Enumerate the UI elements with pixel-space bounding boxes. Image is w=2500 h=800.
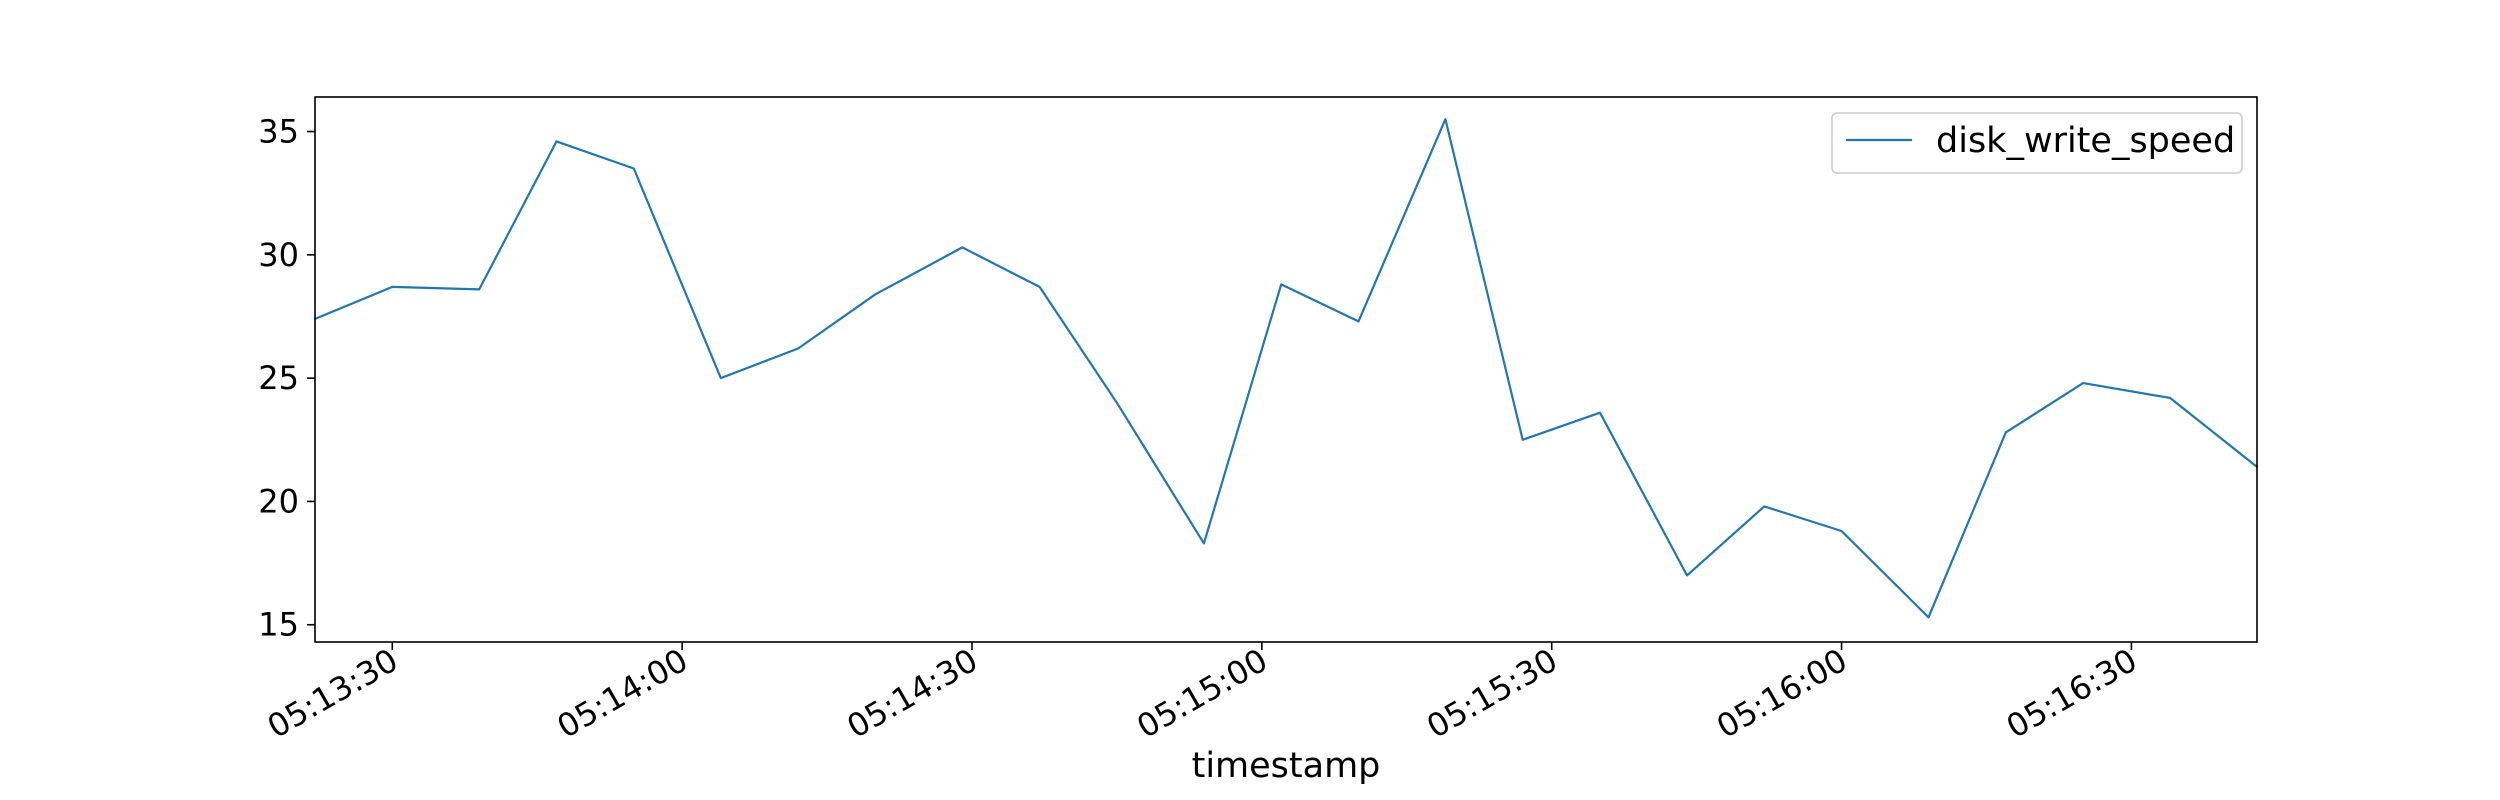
series-line-0: [313, 118, 2259, 619]
y-tick-label: 35: [258, 113, 299, 151]
x-axis-title: timestamp: [1192, 746, 1381, 786]
y-tick-label: 15: [258, 606, 299, 644]
y-tick-label: 30: [258, 236, 299, 274]
y-tick-label: 25: [258, 359, 299, 397]
axes-frame: [314, 96, 2258, 643]
legend-box: [1831, 112, 2243, 174]
legend: disk_write_speed: [1831, 112, 2243, 174]
y-axis: 15 20 25 30 35: [258, 113, 315, 644]
plot-area: [313, 118, 2259, 619]
legend-label: disk_write_speed: [1936, 121, 2235, 161]
y-tick-label: 20: [258, 482, 299, 520]
